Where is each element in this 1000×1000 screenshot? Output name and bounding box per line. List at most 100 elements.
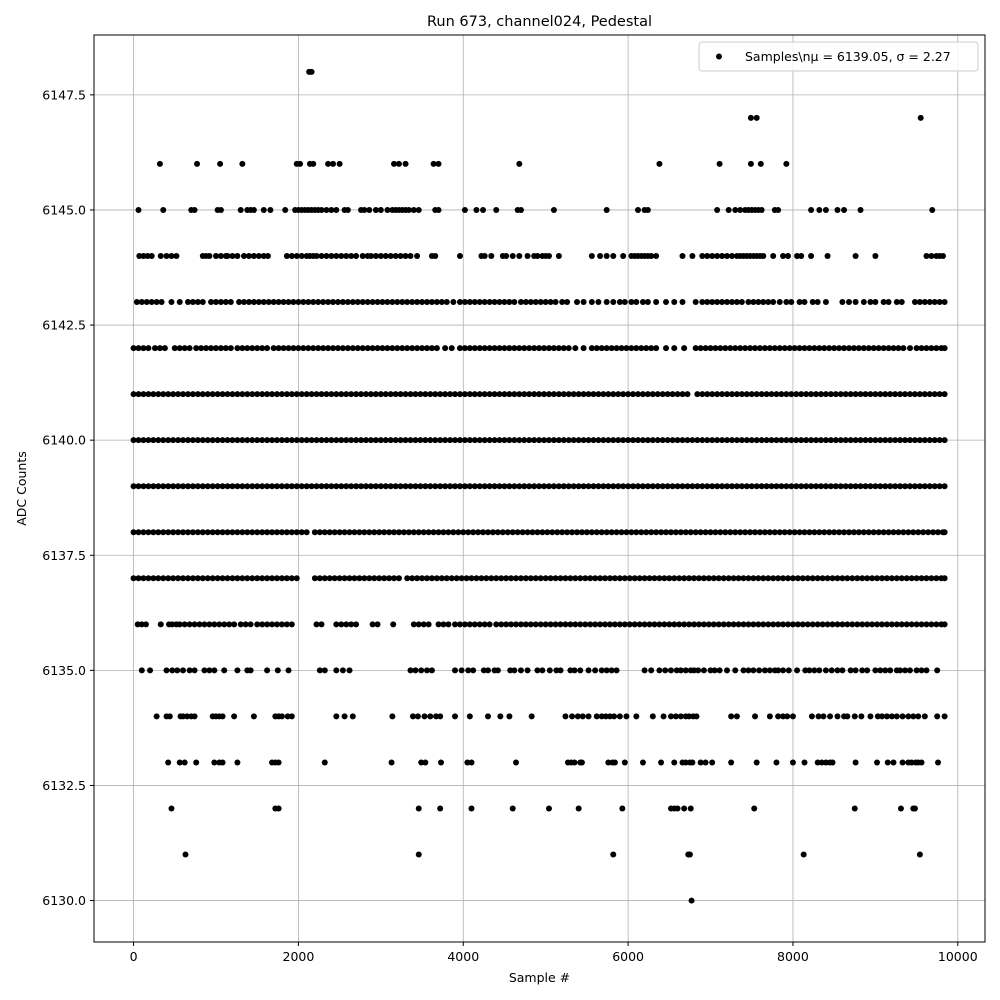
data-point — [867, 391, 874, 398]
data-point — [184, 483, 191, 490]
data-point — [709, 252, 716, 259]
data-point — [130, 345, 137, 352]
data-point — [923, 252, 930, 259]
data-point — [273, 391, 280, 398]
data-point — [392, 391, 399, 398]
data-point — [844, 575, 851, 582]
data-point — [827, 483, 834, 490]
data-point — [644, 391, 651, 398]
data-point — [793, 437, 800, 444]
data-point — [250, 206, 257, 213]
data-point — [259, 575, 266, 582]
data-point — [176, 345, 183, 352]
data-point — [254, 621, 261, 628]
data-point — [143, 299, 150, 306]
data-point — [163, 667, 170, 674]
data-point — [239, 160, 246, 167]
data-point — [517, 206, 524, 213]
data-point — [717, 529, 724, 536]
data-point — [358, 391, 365, 398]
data-point — [926, 299, 933, 306]
data-point — [481, 621, 488, 628]
data-point — [381, 529, 388, 536]
data-point — [140, 575, 147, 582]
data-point — [913, 575, 920, 582]
data-point — [724, 483, 731, 490]
data-point — [176, 621, 183, 628]
data-point — [862, 437, 869, 444]
data-point — [847, 483, 854, 490]
data-point — [605, 391, 612, 398]
data-point — [484, 529, 491, 536]
data-point — [320, 345, 327, 352]
data-point — [816, 345, 823, 352]
data-point — [466, 437, 473, 444]
data-point — [709, 437, 716, 444]
data-point — [550, 345, 557, 352]
data-point — [600, 437, 607, 444]
data-point — [219, 575, 226, 582]
data-point — [229, 252, 236, 259]
data-point — [201, 621, 208, 628]
data-point — [824, 252, 831, 259]
data-point — [293, 437, 300, 444]
data-point — [941, 345, 948, 352]
data-point — [694, 437, 701, 444]
data-point — [160, 391, 167, 398]
data-point — [254, 437, 261, 444]
data-point — [397, 391, 404, 398]
data-point — [941, 437, 948, 444]
data-point — [564, 299, 571, 306]
data-point — [241, 299, 248, 306]
data-point — [135, 575, 142, 582]
data-point — [209, 575, 216, 582]
data-point — [348, 391, 355, 398]
data-point — [399, 299, 406, 306]
data-point — [550, 206, 557, 213]
data-point — [168, 252, 175, 259]
data-point — [737, 345, 744, 352]
data-point — [758, 483, 765, 490]
data-point — [422, 759, 429, 766]
data-point — [733, 391, 740, 398]
data-point — [521, 391, 528, 398]
data-point — [381, 575, 388, 582]
data-point — [911, 437, 918, 444]
data-point — [219, 437, 226, 444]
data-point — [580, 391, 587, 398]
data-point — [634, 437, 641, 444]
data-point — [808, 713, 815, 720]
data-point — [821, 345, 828, 352]
data-point — [704, 483, 711, 490]
data-point — [470, 529, 477, 536]
data-point — [852, 391, 859, 398]
data-point — [788, 483, 795, 490]
data-point — [926, 391, 933, 398]
data-point — [496, 345, 503, 352]
data-point — [780, 713, 787, 720]
data-point — [372, 437, 379, 444]
data-point — [150, 437, 157, 444]
data-point — [206, 667, 213, 674]
data-point — [679, 252, 686, 259]
data-point — [219, 713, 226, 720]
data-point — [648, 529, 655, 536]
data-point — [620, 437, 627, 444]
data-point — [542, 621, 549, 628]
data-point — [916, 391, 923, 398]
data-point — [531, 391, 538, 398]
data-point — [832, 391, 839, 398]
data-point — [898, 621, 905, 628]
data-point — [941, 621, 948, 628]
data-point — [417, 391, 424, 398]
data-point — [323, 252, 330, 259]
data-point — [371, 529, 378, 536]
data-point — [392, 437, 399, 444]
data-point — [778, 391, 785, 398]
data-point — [532, 621, 539, 628]
data-point — [920, 529, 927, 536]
data-point — [234, 483, 241, 490]
data-point — [412, 483, 419, 490]
data-point — [359, 252, 366, 259]
data-point — [259, 437, 266, 444]
